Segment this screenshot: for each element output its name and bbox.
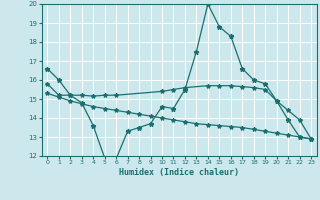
X-axis label: Humidex (Indice chaleur): Humidex (Indice chaleur) [119, 168, 239, 177]
